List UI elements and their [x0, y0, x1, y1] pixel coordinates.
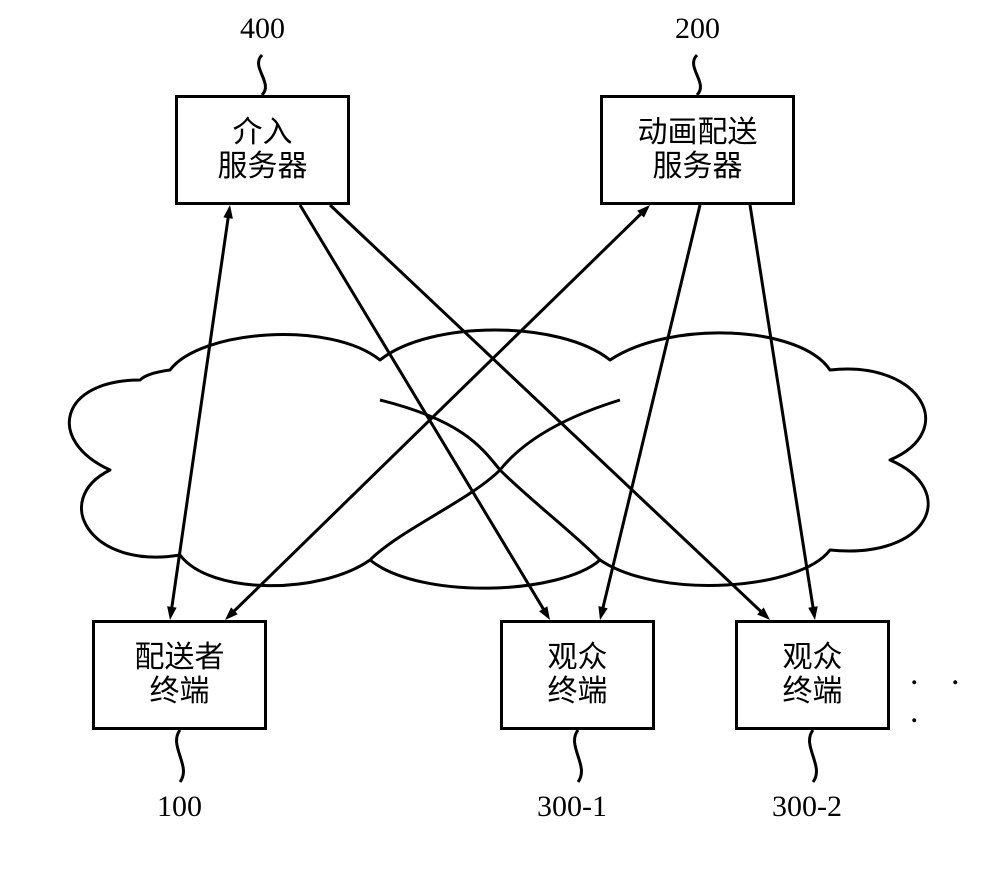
ellipsis-dots: . . . — [910, 655, 1000, 731]
viewer-terminal-2-squiggle — [798, 728, 828, 784]
viewer-terminal-2-label: 观众 终端 — [783, 641, 843, 710]
intervention-server-number: 400 — [240, 12, 285, 46]
anim-server-squiggle — [682, 53, 712, 97]
anim-server-label: 动画配送 服务器 — [638, 116, 758, 185]
viewer-terminal-1-node: 观众 终端 — [500, 620, 655, 730]
viewer-terminal-2-number: 300-2 — [772, 790, 842, 824]
edges — [167, 205, 818, 620]
distributor-terminal-number: 100 — [157, 790, 202, 824]
distributor-terminal-node: 配送者 终端 — [92, 620, 267, 730]
intervention-server-node: 介入 服务器 — [175, 95, 350, 205]
cloud-shape — [69, 330, 928, 588]
overlay-svg — [0, 0, 1000, 873]
intervention-server-label: 介入 服务器 — [218, 116, 308, 185]
intervention-server-squiggle — [247, 53, 277, 97]
anim-server-number: 200 — [675, 12, 720, 46]
viewer-terminal-1-squiggle — [563, 728, 593, 784]
viewer-terminal-2-node: 观众 终端 — [735, 620, 890, 730]
distributor-terminal-squiggle — [165, 728, 195, 784]
viewer-terminal-1-number: 300-1 — [537, 790, 607, 824]
distributor-terminal-label: 配送者 终端 — [135, 641, 225, 710]
diagram-canvas: 介入 服务器 400 动画配送 服务器 200 配送者 终端 100 观众 终端… — [0, 0, 1000, 873]
anim-server-node: 动画配送 服务器 — [600, 95, 795, 205]
viewer-terminal-1-label: 观众 终端 — [548, 641, 608, 710]
